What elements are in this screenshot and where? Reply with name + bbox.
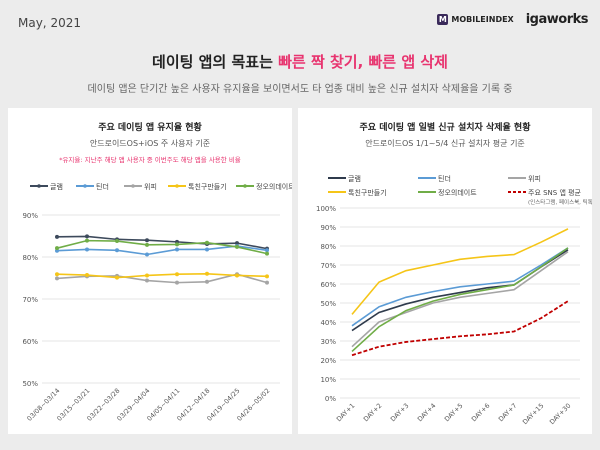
data-point <box>55 272 59 277</box>
legend-label: 위피 <box>528 174 541 183</box>
x-tick-label: DAY+15 <box>521 402 545 426</box>
data-point <box>145 273 149 278</box>
x-tick-label: DAY+7 <box>497 402 518 423</box>
data-point <box>145 278 149 283</box>
legend-marker <box>175 184 179 188</box>
chart-note: *유지율: 지난주 해당 앱 사용자 중 이번주도 해당 앱을 사용한 비율 <box>59 155 241 164</box>
y-tick-label: 40% <box>320 319 336 327</box>
data-point <box>235 241 239 246</box>
data-point <box>205 279 209 284</box>
data-point <box>175 247 179 252</box>
chart-subtitle: 안드로이드OS 1/1~5/4 신규 설치자 평균 기준 <box>365 138 525 148</box>
page-subtitle: 데이팅 앱은 단기간 높은 사용자 유지율을 보이면서도 타 업종 대비 높은 … <box>87 84 513 95</box>
y-tick-label: 50% <box>320 300 336 308</box>
data-point <box>145 252 149 257</box>
y-tick-label: 80% <box>320 243 336 251</box>
data-point <box>175 242 179 247</box>
data-point <box>85 234 89 239</box>
data-point <box>235 273 239 278</box>
series-line-0 <box>351 249 569 332</box>
series-line-1 <box>351 247 569 327</box>
series-line-4 <box>351 247 569 353</box>
data-point <box>145 238 149 243</box>
x-tick-label: DAY+4 <box>416 402 437 423</box>
data-point <box>175 280 179 285</box>
y-tick-label: 10% <box>320 376 336 384</box>
series-line-2 <box>351 251 569 348</box>
data-point <box>265 251 269 256</box>
data-point <box>205 247 209 252</box>
data-point <box>85 238 89 243</box>
y-tick-label: 70% <box>22 296 38 304</box>
y-tick-label: 50% <box>22 380 38 388</box>
series-line-5 <box>351 300 569 357</box>
legend-marker <box>83 184 87 188</box>
legend-label: 위피 <box>144 182 157 191</box>
legend-label: 글램 <box>348 175 361 183</box>
series-line-3 <box>56 272 268 279</box>
legend-marker <box>131 184 135 188</box>
chart-title: 주요 데이팅 앱 일별 신규 설치자 삭제율 현황 <box>360 121 532 133</box>
x-tick-label: DAY+6 <box>470 402 491 423</box>
data-point <box>265 248 269 253</box>
legend-marker <box>37 184 41 188</box>
data-point <box>85 273 89 278</box>
legend-label: 정오의데이트 <box>438 188 477 197</box>
y-tick-label: 60% <box>22 338 38 346</box>
data-point <box>115 239 119 244</box>
data-point <box>205 271 209 276</box>
mobileindex-logo: M MOBILEINDEX <box>437 14 514 25</box>
data-point <box>115 248 119 253</box>
report-date: May, 2021 <box>18 16 81 30</box>
data-point <box>175 272 179 277</box>
chart-subtitle: 안드로이드OS+iOS 주 사용자 기준 <box>90 138 210 148</box>
series-line-3 <box>351 228 569 315</box>
x-tick-label: DAY+1 <box>335 402 356 423</box>
data-point <box>55 234 59 239</box>
y-tick-label: 60% <box>320 281 336 289</box>
igaworks-logo: igaworks <box>525 12 589 27</box>
legend-label: 틴더 <box>438 174 451 183</box>
x-tick-label: DAY+3 <box>389 402 410 423</box>
series-line-0 <box>56 235 268 250</box>
data-point <box>55 276 59 281</box>
legend-label: 정오의데이트 <box>256 182 292 191</box>
legend-label: 톡친구만들기 <box>348 188 387 197</box>
y-tick-label: 30% <box>320 338 336 346</box>
legend-label: 틴더 <box>96 182 109 191</box>
chart-title: 주요 데이팅 앱 유지율 현황 <box>98 121 202 133</box>
data-point <box>265 274 269 279</box>
y-tick-label: 90% <box>320 224 336 232</box>
legend-marker <box>243 184 247 188</box>
legend-label: 주요 SNS 앱 평균 <box>528 188 582 197</box>
y-tick-label: 100% <box>316 205 336 213</box>
legend-label: 톡친구만들기 <box>188 182 227 191</box>
data-point <box>205 240 209 245</box>
series-line-4 <box>56 239 268 255</box>
y-tick-label: 70% <box>320 262 336 270</box>
legend-note: (인스타그램, 페이스북, 틱톡) <box>528 198 592 206</box>
y-tick-label: 20% <box>320 357 336 365</box>
data-point <box>235 244 239 249</box>
y-tick-label: 0% <box>325 395 336 403</box>
legend-label: 글램 <box>50 183 63 191</box>
data-point <box>85 247 89 252</box>
x-tick-label: DAY+2 <box>362 402 383 423</box>
data-point <box>55 246 59 251</box>
data-point <box>115 275 119 280</box>
data-point <box>145 242 149 247</box>
y-tick-label: 80% <box>22 254 38 262</box>
x-tick-label: DAY+30 <box>548 402 572 426</box>
page-title: 데이팅 앱의 목표는 빠른 짝 찾기, 빠른 앱 삭제 <box>152 53 448 71</box>
logos: M MOBILEINDEX igaworks <box>437 12 589 27</box>
x-tick-label: DAY+5 <box>443 402 464 423</box>
y-tick-label: 90% <box>22 212 38 220</box>
data-point <box>265 280 269 285</box>
